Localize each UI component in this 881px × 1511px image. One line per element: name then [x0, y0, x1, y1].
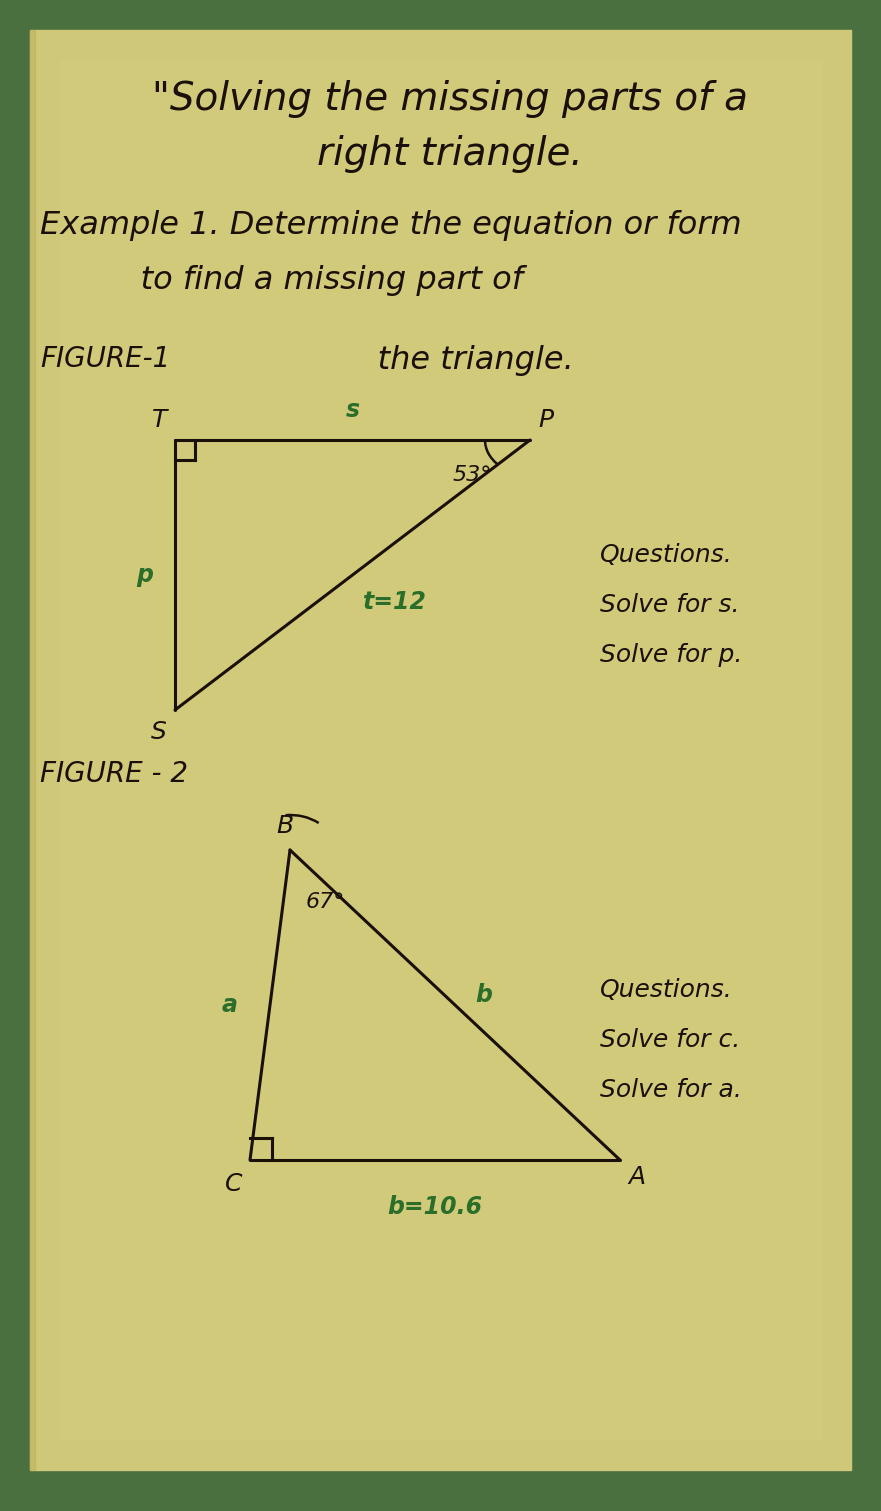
Text: Solve for p.: Solve for p.: [600, 644, 743, 666]
Text: Solve for a.: Solve for a.: [600, 1077, 742, 1102]
Text: the triangle.: the triangle.: [327, 345, 574, 376]
Text: right triangle.: right triangle.: [317, 134, 583, 172]
Text: p: p: [137, 564, 153, 586]
Text: Solve for s.: Solve for s.: [600, 592, 739, 616]
Text: P: P: [538, 408, 553, 432]
Text: t=12: t=12: [362, 589, 426, 613]
Text: 53°: 53°: [452, 465, 492, 485]
Text: FIGURE-1: FIGURE-1: [40, 345, 170, 373]
Text: S: S: [152, 721, 167, 743]
Text: a: a: [222, 993, 238, 1017]
Text: 67°: 67°: [306, 891, 344, 913]
Text: C: C: [225, 1173, 242, 1197]
Text: B: B: [277, 814, 293, 839]
Text: to find a missing part of: to find a missing part of: [90, 264, 523, 296]
Text: Questions.: Questions.: [600, 542, 733, 567]
Bar: [30, 30, 35, 1470]
Text: T: T: [152, 408, 167, 432]
Text: b=10.6: b=10.6: [388, 1195, 483, 1219]
Text: b: b: [475, 984, 492, 1006]
Text: Example 1. Determine the equation or form: Example 1. Determine the equation or for…: [40, 210, 742, 240]
Text: FIGURE - 2: FIGURE - 2: [40, 760, 188, 789]
Text: "Solving the missing parts of a: "Solving the missing parts of a: [152, 80, 748, 118]
Text: Questions.: Questions.: [600, 978, 733, 1002]
Text: Solve for c.: Solve for c.: [600, 1027, 740, 1052]
Text: A: A: [628, 1165, 645, 1189]
Text: s: s: [345, 397, 359, 422]
Bar: [60, 60, 821, 1440]
